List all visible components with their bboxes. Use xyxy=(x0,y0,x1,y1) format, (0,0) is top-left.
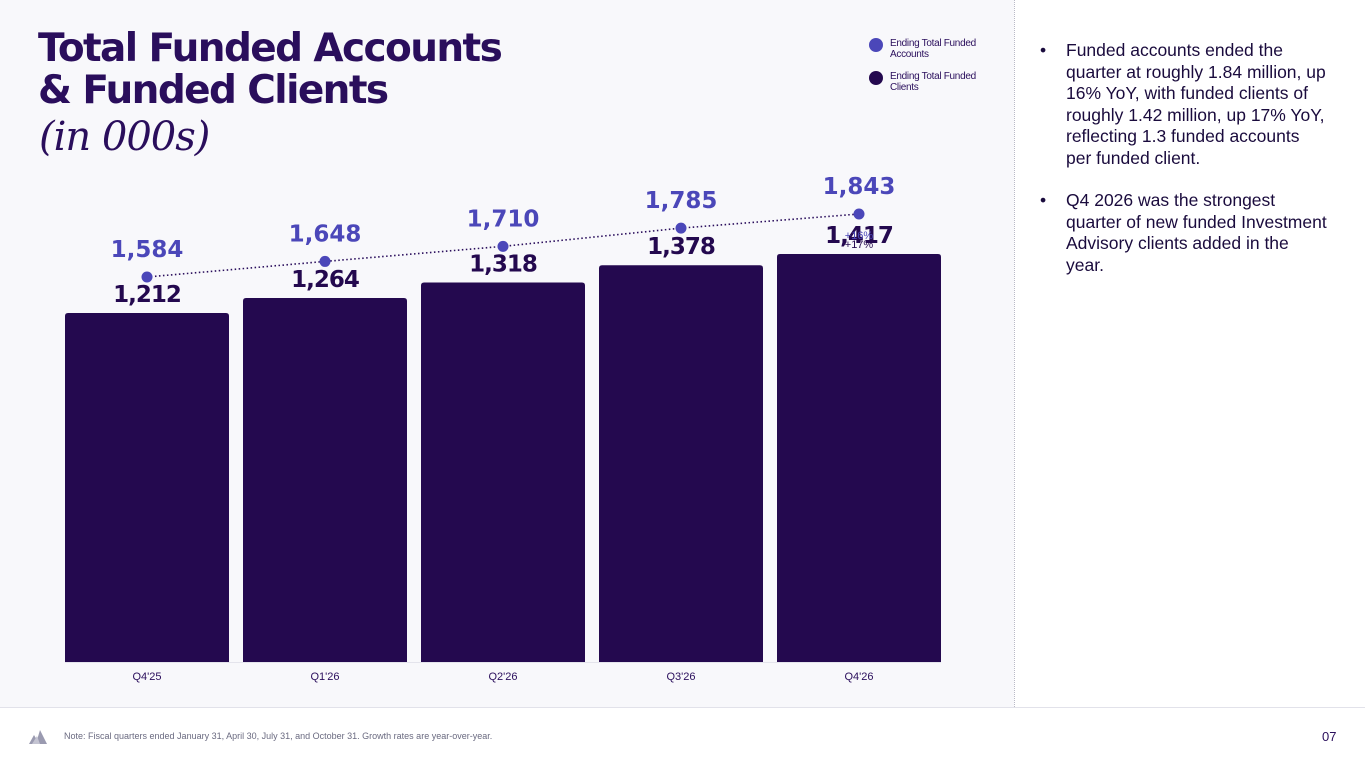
clients-bar xyxy=(777,253,941,662)
accounts-point xyxy=(497,240,509,252)
clients-bar-label: 1,212 xyxy=(113,282,181,308)
page-number: 07 xyxy=(1322,729,1337,744)
title-line-2: & Funded Clients xyxy=(38,68,389,113)
page-subtitle: (in 000s) xyxy=(39,114,210,160)
legend-label-clients: Ending Total Funded Clients xyxy=(890,71,976,93)
funded-chart: 1,212 Q4'25 1,264 Q1'26 1,318 Q2'26 1,378 Q3'26… xyxy=(65,174,941,683)
chart-legend: Ending Total Funded Accounts Ending Tota… xyxy=(869,38,999,104)
accounts-point-label: 1,785 xyxy=(645,188,718,214)
legend-label-accounts: Ending Total Funded Accounts xyxy=(890,38,976,60)
x-tick-label: Q1'26 xyxy=(310,671,339,683)
page-title: Total Funded Accounts & Funded Clients xyxy=(38,26,503,113)
title-line-1: Total Funded Accounts xyxy=(38,26,503,71)
accounts-point-label: 1,584 xyxy=(111,237,184,263)
accounts-point xyxy=(319,255,331,267)
accounts-point-label: 1,843 xyxy=(823,174,896,200)
bullet-marker: • xyxy=(1040,190,1047,210)
bullet-marker: • xyxy=(1040,40,1047,60)
legend-swatch-clients xyxy=(869,71,883,85)
clients-bar-label: 1,378 xyxy=(647,234,715,260)
accounts-point-label: 1,648 xyxy=(289,221,362,247)
clients-bar-label: 1,318 xyxy=(469,251,537,277)
growth-annotation: +16% xyxy=(845,230,874,242)
x-tick-label: Q2'26 xyxy=(488,671,517,683)
footnote: Note: Fiscal quarters ended January 31, … xyxy=(64,731,493,741)
clients-bar xyxy=(65,313,229,662)
x-tick-label: Q4'25 xyxy=(132,671,161,683)
clients-bar-label: 1,264 xyxy=(291,267,359,293)
growth-annotation: +17% xyxy=(845,239,874,251)
x-tick-label: Q3'26 xyxy=(666,671,695,683)
accounts-point xyxy=(141,271,153,283)
accounts-point-label: 1,710 xyxy=(467,206,540,232)
clients-bar xyxy=(243,298,407,662)
commentary-text: Funded accounts ended the quarter at rou… xyxy=(1066,40,1326,168)
commentary-bullet: • Funded accounts ended the quarter at r… xyxy=(1038,40,1328,169)
footer-divider xyxy=(0,707,1365,708)
accounts-point xyxy=(853,208,865,220)
x-tick-label: Q4'26 xyxy=(844,671,873,683)
vertical-divider xyxy=(1014,0,1015,707)
commentary-list: • Funded accounts ended the quarter at r… xyxy=(1038,40,1328,297)
clients-bar xyxy=(599,265,763,662)
legend-swatch-accounts xyxy=(869,38,883,52)
brand-logo-icon xyxy=(29,730,47,744)
accounts-point xyxy=(675,222,687,234)
clients-bar xyxy=(421,282,585,662)
legend-item-clients: Ending Total Funded Clients xyxy=(869,71,999,101)
legend-item-accounts: Ending Total Funded Accounts xyxy=(869,38,999,68)
commentary-bullet: • Q4 2026 was the strongest quarter of n… xyxy=(1038,190,1328,276)
commentary-text: Q4 2026 was the strongest quarter of new… xyxy=(1066,190,1327,275)
clients-bar-label: 1,417 xyxy=(825,223,893,249)
